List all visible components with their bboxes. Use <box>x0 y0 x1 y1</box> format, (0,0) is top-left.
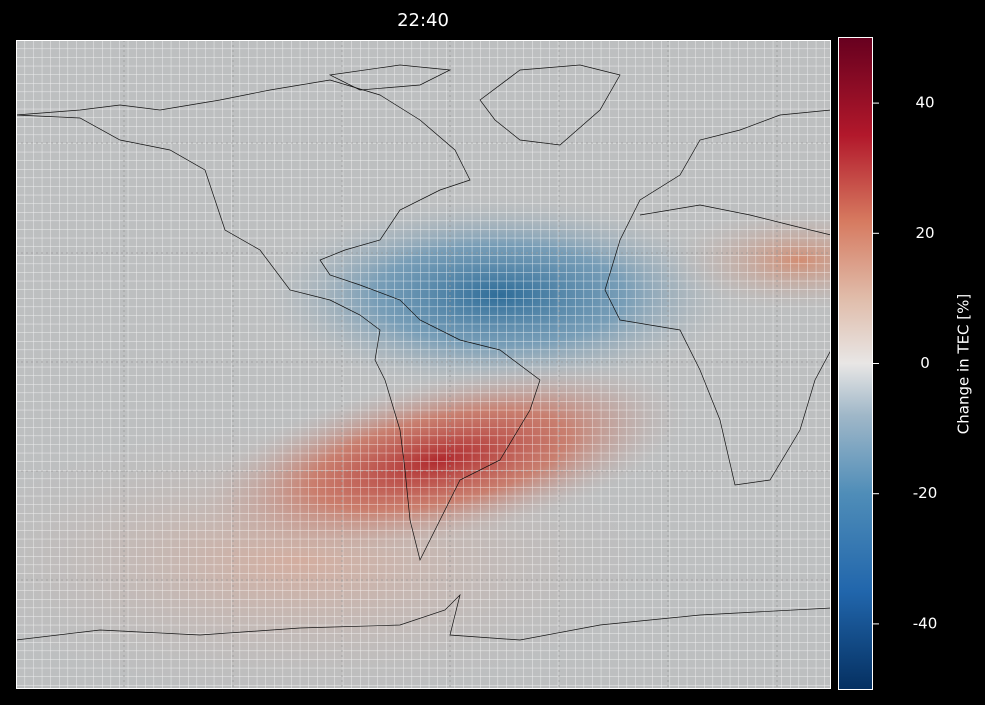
map-title: 22:40 <box>397 10 449 31</box>
map-frame <box>16 40 831 689</box>
colorbar-tick-label: -40 <box>913 614 938 632</box>
colorbar-tick-label: 40 <box>915 94 934 112</box>
colorbar-label: Change in TEC [%] <box>955 294 973 434</box>
map <box>16 40 831 689</box>
colorbar <box>838 37 873 690</box>
colorbar-tick-label: -20 <box>913 484 938 502</box>
colorbar-tick-label: 20 <box>915 224 934 242</box>
colorbar-tick-label: 0 <box>920 354 930 372</box>
